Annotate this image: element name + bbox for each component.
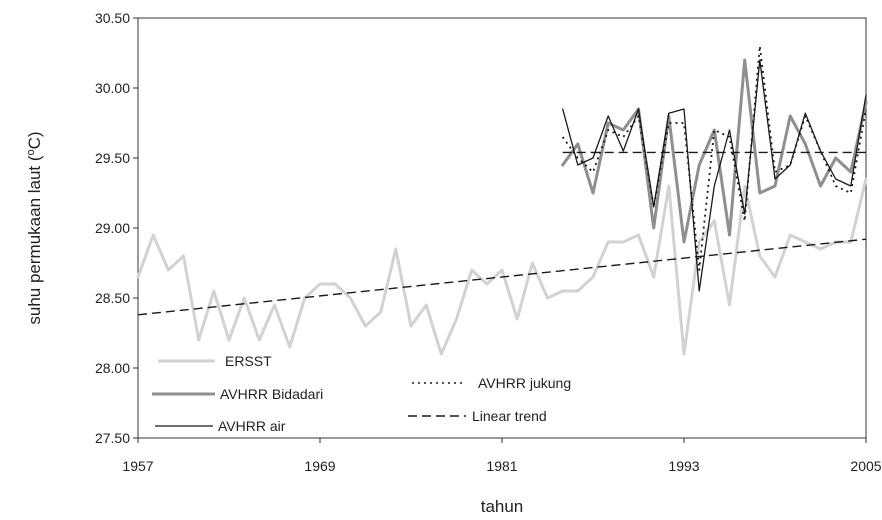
x-tick-label: 1993	[668, 458, 699, 474]
series-line-avhrr-air-2	[562, 59, 867, 292]
x-tick-label: 1969	[304, 458, 335, 474]
x-tick-label: 1957	[122, 458, 153, 474]
series-line-avhrr-jukung-3	[561, 45, 867, 271]
series-line-linear-trend-4	[137, 238, 867, 316]
x-axis: 1957 1969 1981 1993 2005	[122, 438, 882, 474]
series-line-avhrr-bidadari-1	[561, 58, 868, 244]
y-tick-label: 29.50	[95, 150, 130, 166]
y-axis-title-superscript: o	[25, 149, 37, 155]
y-tick-label: 30.00	[95, 80, 130, 96]
y-axis-title: suhu permukaan laut (oC)	[25, 131, 44, 324]
legend-label-linear-trend: Linear trend	[472, 408, 547, 424]
y-tick-label: 29.00	[95, 220, 130, 236]
y-tick-label: 30.50	[95, 10, 130, 26]
x-tick-label: 2005	[850, 458, 881, 474]
series-layer	[136, 45, 868, 356]
legend: ERSST AVHRR Bidadari AVHRR air AVHRR juk…	[152, 353, 571, 434]
y-tick-label: 28.00	[95, 360, 130, 376]
legend-label-avhrr-bidadari: AVHRR Bidadari	[220, 386, 323, 402]
legend-label-avhrr-jukung: AVHRR jukung	[478, 375, 571, 391]
y-axis-title-unit: C)	[25, 131, 44, 149]
x-tick-label: 1981	[486, 458, 517, 474]
legend-label-ersst: ERSST	[225, 353, 272, 369]
y-axis: 27.50 28.00 28.50 29.00 29.50 30.00 30.50	[95, 10, 138, 446]
x-axis-title: tahun	[481, 497, 524, 516]
y-axis-title-main: suhu permukaan laut (	[25, 155, 44, 324]
series-line-ersst-0	[136, 177, 868, 356]
y-tick-label: 27.50	[95, 430, 130, 446]
y-tick-label: 28.50	[95, 290, 130, 306]
legend-label-avhrr-air: AVHRR air	[218, 418, 286, 434]
